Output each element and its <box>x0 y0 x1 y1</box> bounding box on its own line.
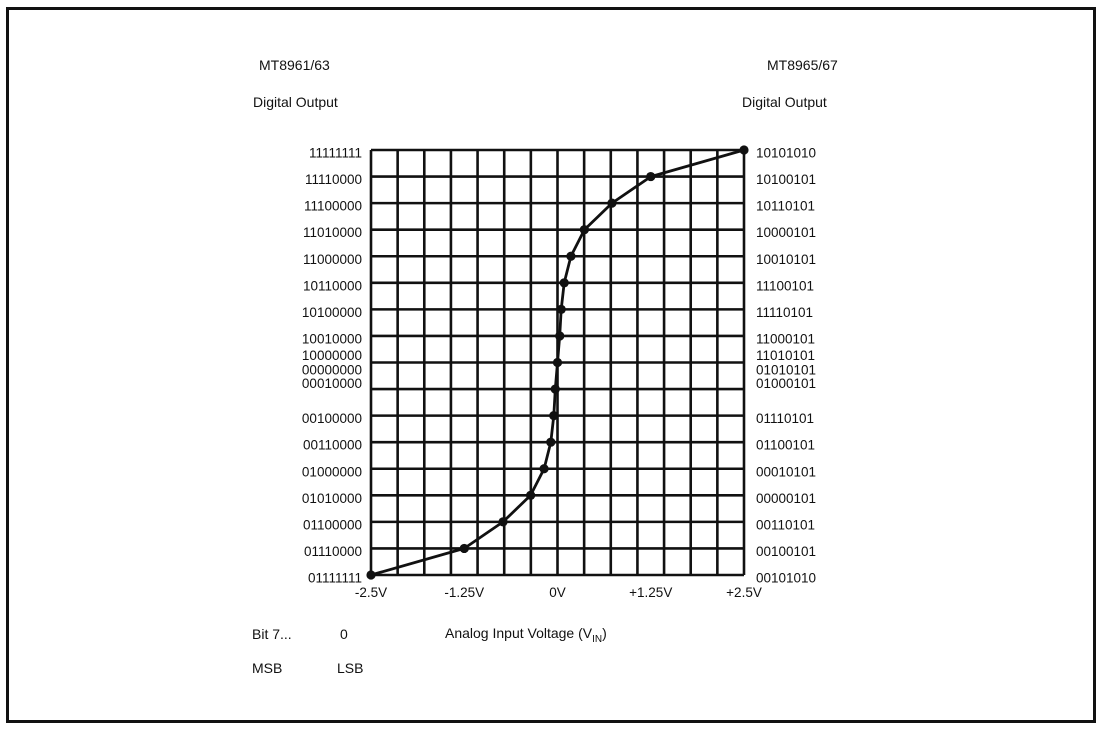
y-right-tick-label: 00000101 <box>756 491 816 506</box>
data-point <box>546 437 556 447</box>
data-point <box>607 198 617 208</box>
x-axis-label-close: ) <box>602 625 607 641</box>
y-left-tick-label: 10000000 <box>302 348 362 363</box>
y-left-tick-label: 10010000 <box>302 331 362 346</box>
data-point <box>555 331 565 341</box>
bit-order-label: Bit 7... <box>252 626 292 642</box>
data-point <box>498 517 508 527</box>
y-right-tick-label: 11110101 <box>756 305 813 320</box>
y-left-tick-label: 11110000 <box>305 172 362 187</box>
data-point <box>552 357 563 368</box>
y-left-tick-label: 01000000 <box>302 464 362 479</box>
y-left-tick-label: 10100000 <box>302 305 362 320</box>
data-point <box>566 251 576 261</box>
data-point <box>556 304 566 314</box>
left-model-label: MT8961/63 <box>259 57 330 73</box>
data-point <box>739 145 749 155</box>
y-right-tick-label: 01010101 <box>756 363 816 378</box>
data-point <box>559 278 569 288</box>
data-point <box>526 490 536 500</box>
y-left-tick-label: 01110000 <box>304 544 362 559</box>
y-left-tick-label: 11010000 <box>303 225 362 240</box>
y-left-tick-label: 11111111 <box>309 146 362 161</box>
y-right-tick-label: 00101010 <box>756 571 816 586</box>
y-right-tick-label: 00110101 <box>756 517 815 532</box>
y-right-tick-label: 10110101 <box>756 199 815 214</box>
lsb-label: LSB <box>337 660 364 676</box>
y-left-tick-label: 10110000 <box>303 278 362 293</box>
y-right-tick-label: 11010101 <box>756 348 815 363</box>
x-axis-label: Analog Input Voltage (VIN) <box>445 625 607 645</box>
data-point <box>459 543 469 554</box>
y-left-tick-label: 01010000 <box>302 491 362 506</box>
figure-frame <box>6 7 1096 723</box>
y-right-tick-label: 01000101 <box>756 376 816 391</box>
x-tick-label: -1.25V <box>444 585 484 600</box>
y-left-tick-label: 11100000 <box>304 199 362 214</box>
x-tick-label: 0V <box>549 585 566 600</box>
data-point <box>549 411 559 421</box>
x-tick-label: -2.5V <box>355 585 387 600</box>
right-axis-title: Digital Output <box>742 94 827 110</box>
y-right-tick-label: 10000101 <box>756 225 816 240</box>
y-left-tick-label: 00000000 <box>302 363 362 378</box>
y-right-tick-label: 11000101 <box>756 331 815 346</box>
x-tick-label: +1.25V <box>629 585 672 600</box>
x-axis-label-subscript: IN <box>592 633 603 645</box>
data-point <box>550 384 560 394</box>
data-point <box>366 570 376 580</box>
y-right-tick-label: 11100101 <box>756 278 814 293</box>
y-left-tick-label: 11000000 <box>303 252 362 267</box>
data-point <box>579 225 589 235</box>
bit-zero-label: 0 <box>340 626 348 642</box>
x-tick-label: +2.5V <box>726 585 762 600</box>
y-right-tick-label: 00010101 <box>756 464 816 479</box>
y-right-tick-label: 00100101 <box>756 544 816 559</box>
y-right-tick-label: 01110101 <box>756 411 814 426</box>
left-axis-title: Digital Output <box>253 94 338 110</box>
y-right-tick-label: 10100101 <box>756 172 816 187</box>
y-left-tick-label: 01100000 <box>303 517 362 532</box>
y-right-tick-label: 10010101 <box>756 252 816 267</box>
right-model-label: MT8965/67 <box>767 57 838 73</box>
y-left-tick-label: 01111111 <box>308 571 362 586</box>
y-left-tick-label: 00110000 <box>303 438 362 453</box>
y-right-tick-label: 01100101 <box>756 438 815 453</box>
msb-label: MSB <box>252 660 283 676</box>
y-left-tick-label: 00010000 <box>302 376 362 391</box>
data-point <box>539 464 549 474</box>
y-left-tick-label: 00100000 <box>302 411 362 426</box>
y-right-tick-label: 10101010 <box>756 146 816 161</box>
x-axis-label-main: Analog Input Voltage (V <box>445 625 593 641</box>
data-point <box>646 171 656 182</box>
